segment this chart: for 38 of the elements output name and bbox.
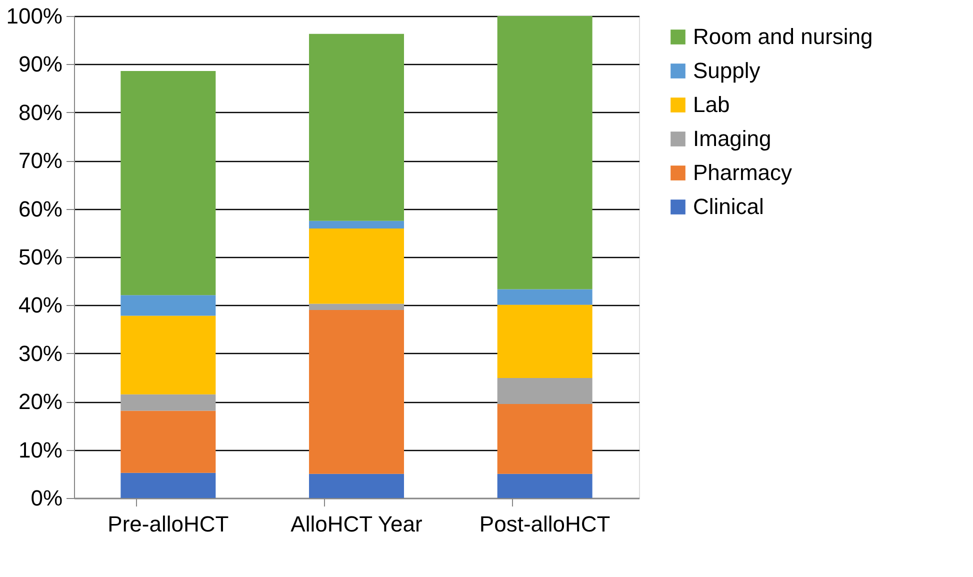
legend-label: Pharmacy (693, 160, 792, 185)
y-tick-label: 0% (30, 486, 62, 510)
legend-label: Supply (693, 58, 760, 83)
bar (309, 228, 404, 304)
bar (497, 474, 592, 498)
y-tick-label: 60% (18, 196, 62, 222)
legend-label: Room and nursing (693, 24, 873, 49)
bar (309, 34, 404, 221)
bar (309, 310, 404, 474)
legend-label: Clinical (693, 194, 764, 219)
bar (309, 220, 404, 229)
x-tick-label: AlloHCT Year (290, 512, 422, 536)
y-tick-label: 70% (18, 148, 62, 174)
x-tick-label: Pre-alloHCT (108, 512, 229, 536)
y-tick-label: 30% (18, 340, 62, 366)
legend-label: Imaging (693, 126, 772, 151)
y-tick-label: 90% (18, 52, 62, 77)
bar (120, 394, 216, 411)
bar (120, 410, 216, 473)
bar (309, 304, 404, 310)
bar (497, 16, 592, 290)
bar (497, 289, 592, 305)
x-tick-label: Post-alloHCT (479, 512, 610, 536)
y-tick-label: 100% (6, 4, 62, 28)
y-tick-label: 50% (18, 244, 62, 270)
bar (497, 404, 592, 474)
y-tick-label: 80% (18, 100, 62, 125)
bar (120, 472, 216, 498)
y-tick-label: 20% (18, 389, 62, 414)
bar (497, 304, 592, 378)
bar (120, 295, 216, 316)
bar (497, 378, 592, 404)
bar (120, 316, 216, 394)
bar (309, 474, 404, 498)
y-tick-label: 40% (18, 292, 62, 318)
bar (120, 70, 216, 296)
legend-label: Lab (693, 92, 730, 117)
y-tick-label: 10% (18, 437, 62, 462)
